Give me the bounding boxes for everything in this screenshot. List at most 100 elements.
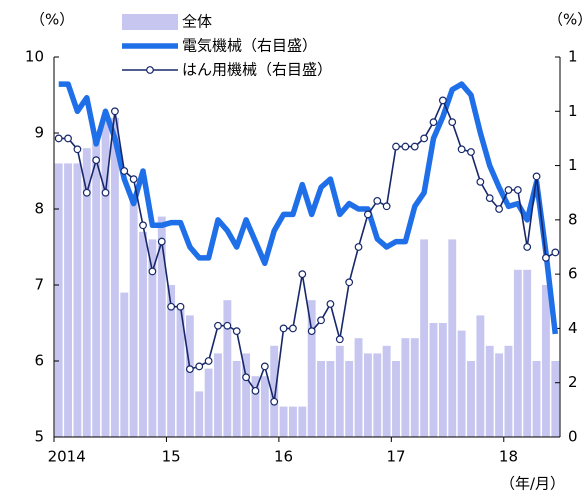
bar bbox=[382, 345, 391, 437]
marker bbox=[448, 118, 457, 127]
marker bbox=[551, 248, 560, 257]
marker bbox=[157, 237, 166, 246]
bar bbox=[214, 353, 222, 437]
y-tick-label: 8 bbox=[34, 200, 44, 218]
marker bbox=[373, 196, 382, 205]
bar bbox=[542, 285, 550, 437]
marker bbox=[326, 300, 335, 308]
bar bbox=[438, 323, 447, 437]
bar bbox=[335, 345, 344, 437]
legend-label: 電気機械（右目盛） bbox=[182, 37, 317, 55]
y-tick-label: 5 bbox=[34, 428, 44, 446]
bar bbox=[260, 376, 269, 437]
y-tick-label: 7 bbox=[34, 276, 44, 294]
bar bbox=[289, 406, 297, 437]
y2-tick-label: 1 bbox=[568, 102, 578, 120]
bar bbox=[167, 285, 176, 437]
marker bbox=[410, 142, 419, 151]
marker bbox=[82, 188, 91, 197]
bar bbox=[251, 376, 260, 437]
y2-tick-label: 4 bbox=[568, 319, 578, 337]
marker bbox=[101, 188, 110, 197]
marker bbox=[542, 253, 550, 262]
bar bbox=[148, 239, 157, 437]
marker bbox=[401, 142, 410, 151]
bar bbox=[495, 353, 504, 437]
bar bbox=[448, 239, 457, 437]
bar bbox=[157, 216, 166, 437]
bar bbox=[345, 361, 354, 437]
y-axis-label: （%） bbox=[30, 11, 74, 29]
marker bbox=[232, 327, 241, 336]
bar bbox=[476, 315, 485, 437]
bar bbox=[82, 148, 91, 437]
bar bbox=[92, 140, 101, 437]
legend-swatch bbox=[122, 14, 178, 30]
marker bbox=[298, 270, 307, 279]
marker bbox=[392, 142, 400, 151]
bar bbox=[101, 117, 110, 438]
bar bbox=[523, 269, 532, 437]
marker bbox=[260, 362, 269, 371]
bar bbox=[317, 361, 325, 437]
bar bbox=[232, 361, 241, 437]
bar bbox=[195, 391, 204, 437]
bar bbox=[204, 368, 213, 437]
marker bbox=[54, 134, 63, 143]
marker bbox=[279, 324, 288, 333]
bar bbox=[110, 117, 119, 438]
marker bbox=[185, 365, 194, 374]
y2-tick-label: 1 bbox=[568, 156, 578, 174]
marker bbox=[438, 96, 447, 105]
bar bbox=[429, 323, 438, 437]
bar bbox=[307, 300, 316, 437]
bar bbox=[176, 307, 185, 437]
y2-tick-label: 2 bbox=[568, 373, 578, 391]
marker bbox=[251, 386, 260, 395]
bar bbox=[298, 406, 307, 437]
marker bbox=[270, 397, 279, 406]
y2-tick-label: 1 bbox=[568, 48, 578, 66]
marker bbox=[167, 302, 176, 311]
marker bbox=[495, 205, 503, 213]
legend-marker bbox=[146, 66, 154, 74]
marker bbox=[532, 172, 541, 181]
marker bbox=[111, 107, 119, 116]
marker bbox=[214, 321, 222, 330]
marker bbox=[204, 357, 213, 365]
bar bbox=[120, 292, 129, 437]
y2-tick-label: 8 bbox=[568, 210, 578, 228]
marker bbox=[485, 194, 494, 203]
bar bbox=[363, 353, 372, 437]
marker bbox=[345, 278, 354, 287]
bar bbox=[410, 338, 419, 437]
marker bbox=[457, 145, 466, 154]
bar bbox=[420, 239, 429, 437]
bar bbox=[373, 353, 382, 437]
marker bbox=[476, 177, 485, 186]
bar bbox=[242, 353, 251, 437]
bar bbox=[64, 163, 72, 437]
marker bbox=[129, 175, 138, 184]
y-tick-label: 9 bbox=[34, 124, 44, 142]
y2-axis-label: （%） bbox=[548, 11, 588, 29]
x-axis-label: （年/月） bbox=[500, 475, 565, 493]
y2-tick-label: 6 bbox=[568, 265, 578, 283]
line bbox=[58, 99, 556, 403]
marker bbox=[120, 167, 129, 175]
marker bbox=[420, 134, 429, 143]
bar bbox=[392, 361, 400, 437]
marker bbox=[523, 243, 532, 251]
marker bbox=[92, 156, 101, 165]
marker bbox=[139, 221, 147, 230]
bar bbox=[129, 193, 138, 437]
x-tick-label: 15 bbox=[162, 448, 181, 466]
bar bbox=[504, 345, 513, 437]
marker bbox=[289, 324, 297, 333]
marker bbox=[382, 202, 391, 211]
marker bbox=[64, 134, 72, 143]
marker bbox=[73, 145, 82, 154]
bar bbox=[54, 163, 63, 437]
bar bbox=[513, 269, 522, 437]
